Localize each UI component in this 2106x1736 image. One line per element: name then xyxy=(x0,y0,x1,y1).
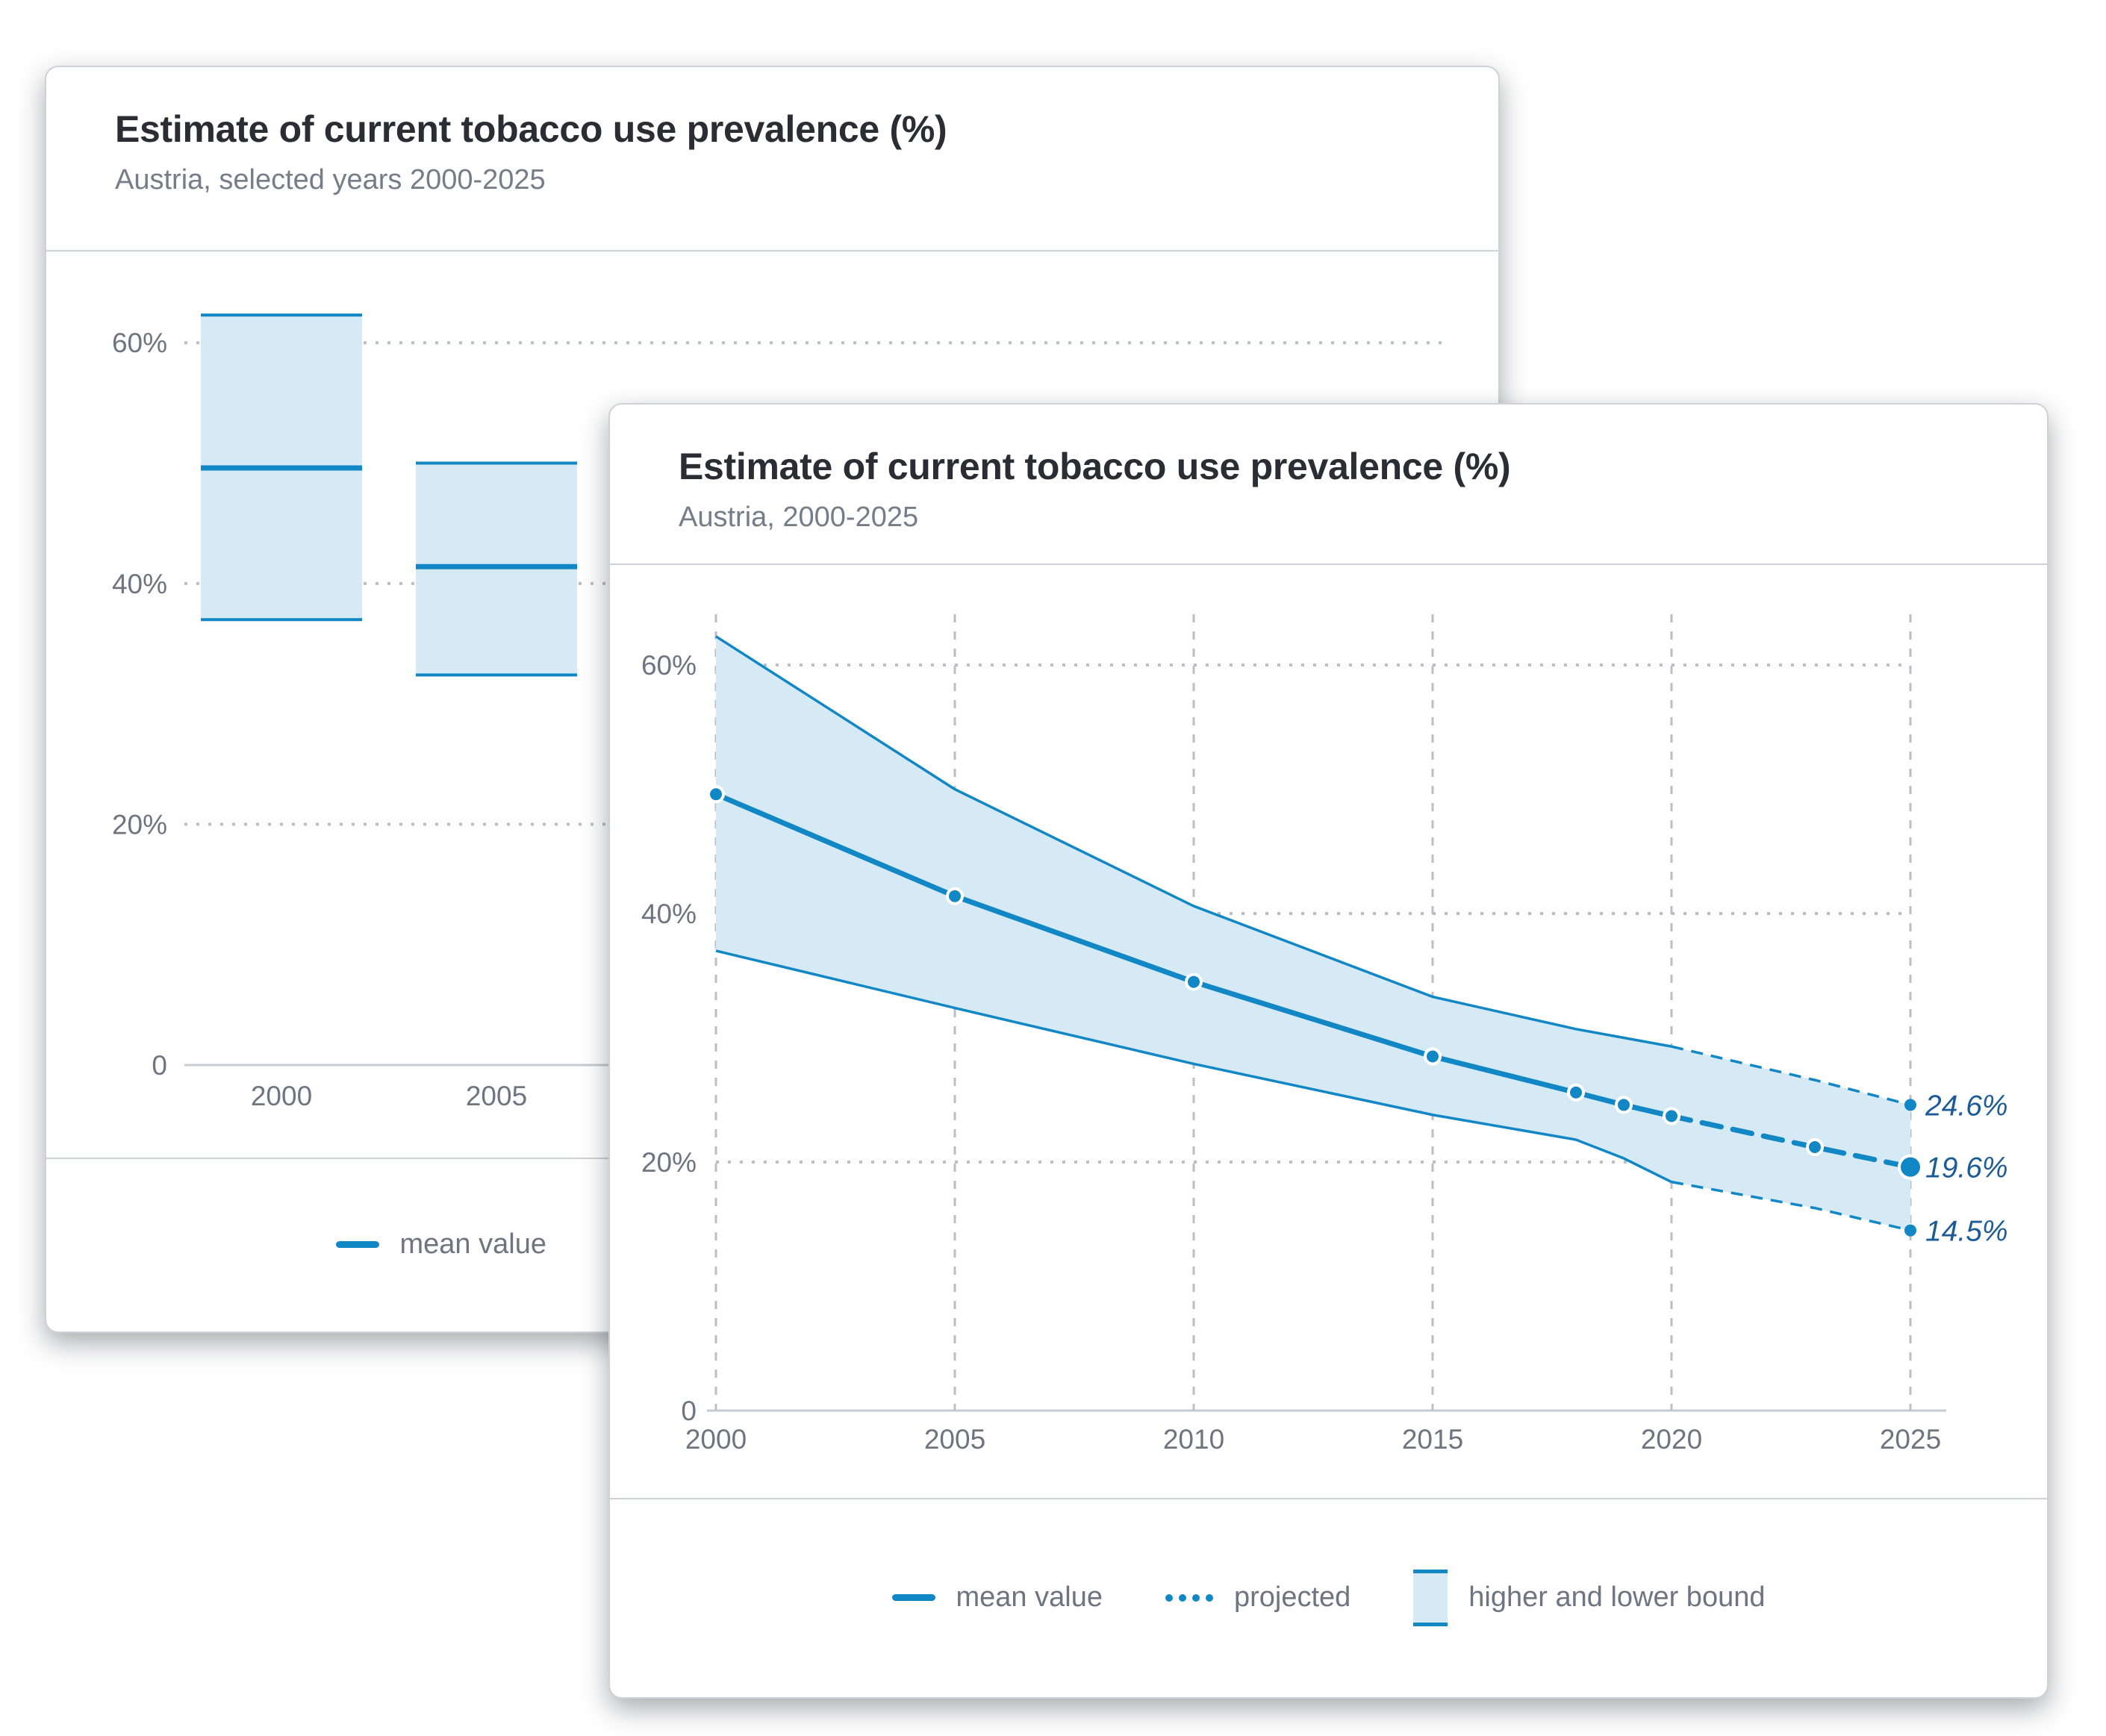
y-tick-label: 0 xyxy=(681,1396,697,1426)
confidence-band xyxy=(716,636,1910,1231)
data-point-marker xyxy=(946,887,964,905)
data-point-marker xyxy=(1424,1047,1442,1066)
y-tick-label: 0 xyxy=(152,1050,167,1081)
projected-dots-icon xyxy=(1165,1593,1213,1602)
legend-item-mean-value: mean value xyxy=(891,1582,1103,1614)
data-point-marker xyxy=(1615,1096,1633,1114)
x-tick-label: 2005 xyxy=(924,1424,985,1455)
lower-bound-line-projected xyxy=(1671,1180,1911,1232)
annotation-label: 14.5% xyxy=(1925,1216,2008,1248)
lower-bound-end-marker xyxy=(1904,1224,1916,1237)
y-tick-label: 60% xyxy=(641,650,697,681)
x-tick-label: 2010 xyxy=(1163,1424,1224,1455)
legend-item-bounds: higher and lower bound xyxy=(1413,1569,1766,1626)
mean-line-swatch-icon xyxy=(335,1241,379,1248)
mean-end-marker xyxy=(1898,1154,1923,1180)
data-point-marker xyxy=(1806,1138,1824,1157)
legend-label: higher and lower bound xyxy=(1468,1582,1766,1613)
legend-item-mean-value: mean value xyxy=(335,1228,546,1261)
x-tick-label: 2000 xyxy=(685,1424,747,1455)
chart-title: Estimate of current tobacco use prevalen… xyxy=(115,108,947,150)
header-divider xyxy=(610,563,2047,565)
x-tick-label: 2015 xyxy=(1402,1424,1463,1455)
annotation-label: 24.6% xyxy=(1925,1090,2008,1122)
mean-line-swatch-icon xyxy=(891,1594,935,1601)
annotation-label: 19.6% xyxy=(1925,1152,2008,1184)
legend-item-projected: projected xyxy=(1165,1582,1350,1614)
y-tick-label: 40% xyxy=(112,569,167,599)
footer-divider xyxy=(610,1498,2047,1499)
front-chart-card: Estimate of current tobacco use prevalen… xyxy=(608,403,2049,1699)
header-divider xyxy=(46,250,1498,252)
x-tick-label: 2000 xyxy=(251,1081,312,1111)
data-point-marker xyxy=(1567,1083,1585,1102)
legend-label: mean value xyxy=(956,1582,1103,1613)
y-tick-label: 20% xyxy=(112,809,167,840)
data-point-marker xyxy=(707,785,725,804)
upper-bound-end-marker xyxy=(1904,1099,1916,1111)
x-tick-label: 2005 xyxy=(466,1081,527,1111)
legend-label: mean value xyxy=(399,1228,546,1260)
y-tick-label: 60% xyxy=(112,328,167,358)
x-tick-label: 2020 xyxy=(1641,1424,1702,1455)
data-point-marker xyxy=(1185,972,1203,991)
y-tick-label: 20% xyxy=(641,1147,697,1178)
chart-title: Estimate of current tobacco use prevalen… xyxy=(679,446,1511,487)
x-tick-label: 2025 xyxy=(1880,1424,1941,1455)
chart-subtitle: Austria, selected years 2000-2025 xyxy=(115,164,546,196)
lower-bound-line xyxy=(715,949,1672,1184)
chart-subtitle: Austria, 2000-2025 xyxy=(679,502,919,533)
upper-bound-line-projected xyxy=(1671,1045,1911,1107)
upper-bound-line xyxy=(715,635,1672,1048)
chart-legend: mean value projected higher and lower bo… xyxy=(610,1498,2047,1697)
bound-band-swatch-icon xyxy=(1413,1569,1448,1626)
data-point-marker xyxy=(1663,1107,1680,1125)
y-tick-label: 40% xyxy=(641,899,697,929)
legend-label: projected xyxy=(1233,1582,1351,1613)
back-card-header: Estimate of current tobacco use prevalen… xyxy=(115,107,1454,196)
front-card-header: Estimate of current tobacco use prevalen… xyxy=(679,445,2002,534)
